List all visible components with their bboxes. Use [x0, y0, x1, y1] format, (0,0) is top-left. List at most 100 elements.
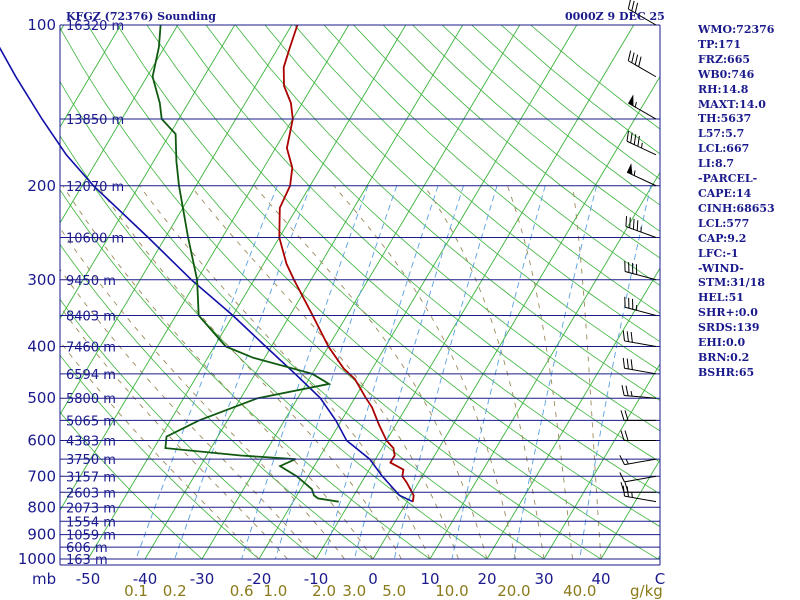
sounding-index-item: -WIND-: [698, 261, 744, 275]
sounding-index-item: BRN:0.2: [698, 350, 750, 364]
temperature-tick-label: -10: [304, 570, 329, 588]
mixing-ratio-tick-label: 1.0: [263, 582, 287, 600]
sounding-time: 0000Z 9 DEC 25: [565, 10, 665, 23]
sounding-index-item: HEL:51: [698, 291, 744, 305]
temperature-tick-label: -20: [247, 570, 272, 588]
pressure-tick-label: 200: [27, 177, 56, 195]
mixing-ratio-tick-label: 0.2: [163, 582, 187, 600]
sounding-indices-panel: WMO:72376 TP:171 FRZ:665 WB0:746 RH:14.8 MAXT…: [698, 23, 798, 381]
mixing-ratio-tick-label: 40.0: [563, 582, 596, 600]
mixing-ratio-tick-label: 3.0: [342, 582, 366, 600]
wind-barb: [619, 472, 657, 483]
sounding-index-item: BSHR:65: [698, 365, 755, 379]
pressure-tick-label: 600: [27, 432, 56, 450]
pressure-tick-label: 500: [27, 389, 56, 407]
background-grid: [0, 25, 660, 560]
sounding-index-item: TP:171: [698, 37, 742, 51]
isotherm-line: [0, 25, 7, 559]
height-label: 163 m: [66, 553, 108, 568]
wind-barb: [625, 216, 657, 238]
mixing-ratio-line: [323, 185, 439, 560]
pressure-tick-label: 300: [27, 271, 56, 289]
moist-adiabat-line: [60, 268, 317, 560]
wind-barb: [619, 455, 657, 466]
wind-barbs: [619, 0, 657, 503]
sounding-index-item: FRZ:665: [698, 52, 751, 66]
pressure-tick-label: 800: [27, 498, 56, 516]
height-label: 7460 m: [66, 341, 116, 356]
temperature-tick-label: 0: [368, 570, 378, 588]
dewpoint-trace: [151, 24, 339, 503]
sounding-index-item: STM:31/18: [698, 276, 765, 290]
pressure-unit-label: mb: [32, 570, 56, 588]
mixing-ratio-line: [451, 185, 546, 560]
sounding-index-item: SRDS:139: [698, 321, 760, 335]
height-label: 5065 m: [66, 414, 116, 429]
moist-adiabat-line: [572, 185, 602, 560]
pressure-tick-label: 900: [27, 526, 56, 544]
sounding-index-item: SHR+:0.0: [698, 306, 758, 320]
height-label: 16320 m: [66, 19, 124, 34]
moist-adiabat-line: [423, 185, 545, 560]
sounding-index-item: -PARCEL-: [698, 172, 758, 186]
sounding-index-item: RH:14.8: [698, 82, 749, 96]
pressure-tick-label: 400: [27, 338, 56, 356]
mixing-ratio-tick-label: 10.0: [435, 582, 468, 600]
temperature-tick-label: 20: [477, 570, 496, 588]
parcel-trace: [0, 46, 414, 503]
station-title: KFGZ (72376) Sounding: [66, 10, 216, 23]
sounding-index-item: CAP:9.2: [698, 231, 747, 245]
wind-barb: [620, 430, 656, 442]
isotherm-line: [144, 25, 464, 560]
height-label: 8403 m: [66, 310, 116, 325]
height-label: 10600 m: [66, 231, 124, 246]
temperature-trace: [278, 24, 415, 502]
plot-frame: [59, 25, 661, 566]
height-label: 1554 m: [66, 515, 116, 530]
height-label: 12070 m: [66, 180, 124, 195]
mixing-ratio-line: [274, 185, 398, 560]
dry-adiabat-line: [60, 27, 602, 560]
sounding-index-item: EHI:0.0: [698, 336, 746, 350]
sounding-index-item: CINH:68653: [698, 201, 775, 215]
pressure-tick-label: 100: [27, 16, 56, 34]
pressure-tick-label: 1000: [18, 550, 56, 568]
mixing-ratio-line: [241, 185, 369, 560]
height-label: 1059 m: [66, 529, 116, 544]
moist-adiabat-line: [254, 185, 488, 560]
height-label: 3157 m: [66, 470, 116, 485]
sounding-index-item: TH:5637: [698, 112, 752, 126]
dry-adiabat-line: [87, 25, 659, 560]
wind-barb: [622, 330, 657, 347]
moist-adiabat-line: [507, 185, 573, 560]
temperature-tick-label: -40: [133, 570, 158, 588]
height-label: 6594 m: [66, 368, 116, 383]
wind-barb: [626, 130, 657, 156]
height-label: 3750 m: [66, 453, 116, 468]
temperature-tick-label: -50: [76, 570, 101, 588]
temperature-tick-label: -30: [190, 570, 215, 588]
wind-barb: [620, 482, 656, 493]
temperature-tick-label: 40: [591, 570, 610, 588]
isobars: [60, 24, 660, 560]
height-label: 4383 m: [66, 435, 116, 450]
wind-barb: [621, 385, 657, 399]
wind-barb: [620, 410, 656, 421]
sounding-index-item: L57:5.7: [698, 127, 745, 141]
sounding-index-item: WMO:72376: [698, 23, 775, 36]
height-label: 2073 m: [66, 501, 116, 516]
sounding-index-item: LI:8.7: [698, 157, 735, 171]
wind-barb: [624, 296, 657, 317]
mixing-ratio-tick-label: 5.0: [382, 582, 406, 600]
dry-adiabat-line: [60, 189, 431, 560]
mixing-ratio-tick-label: 0.6: [230, 582, 254, 600]
mixing-ratio-tick-label: 2.0: [312, 582, 336, 600]
wind-barb: [628, 94, 657, 120]
mixing-ratio-line: [174, 185, 312, 560]
clipped-grid: [0, 25, 660, 560]
moist-adiabat-line: [139, 185, 431, 560]
sounding-index-item: MAXT:14.0: [698, 97, 766, 111]
temperature-unit-label: C: [655, 570, 665, 588]
